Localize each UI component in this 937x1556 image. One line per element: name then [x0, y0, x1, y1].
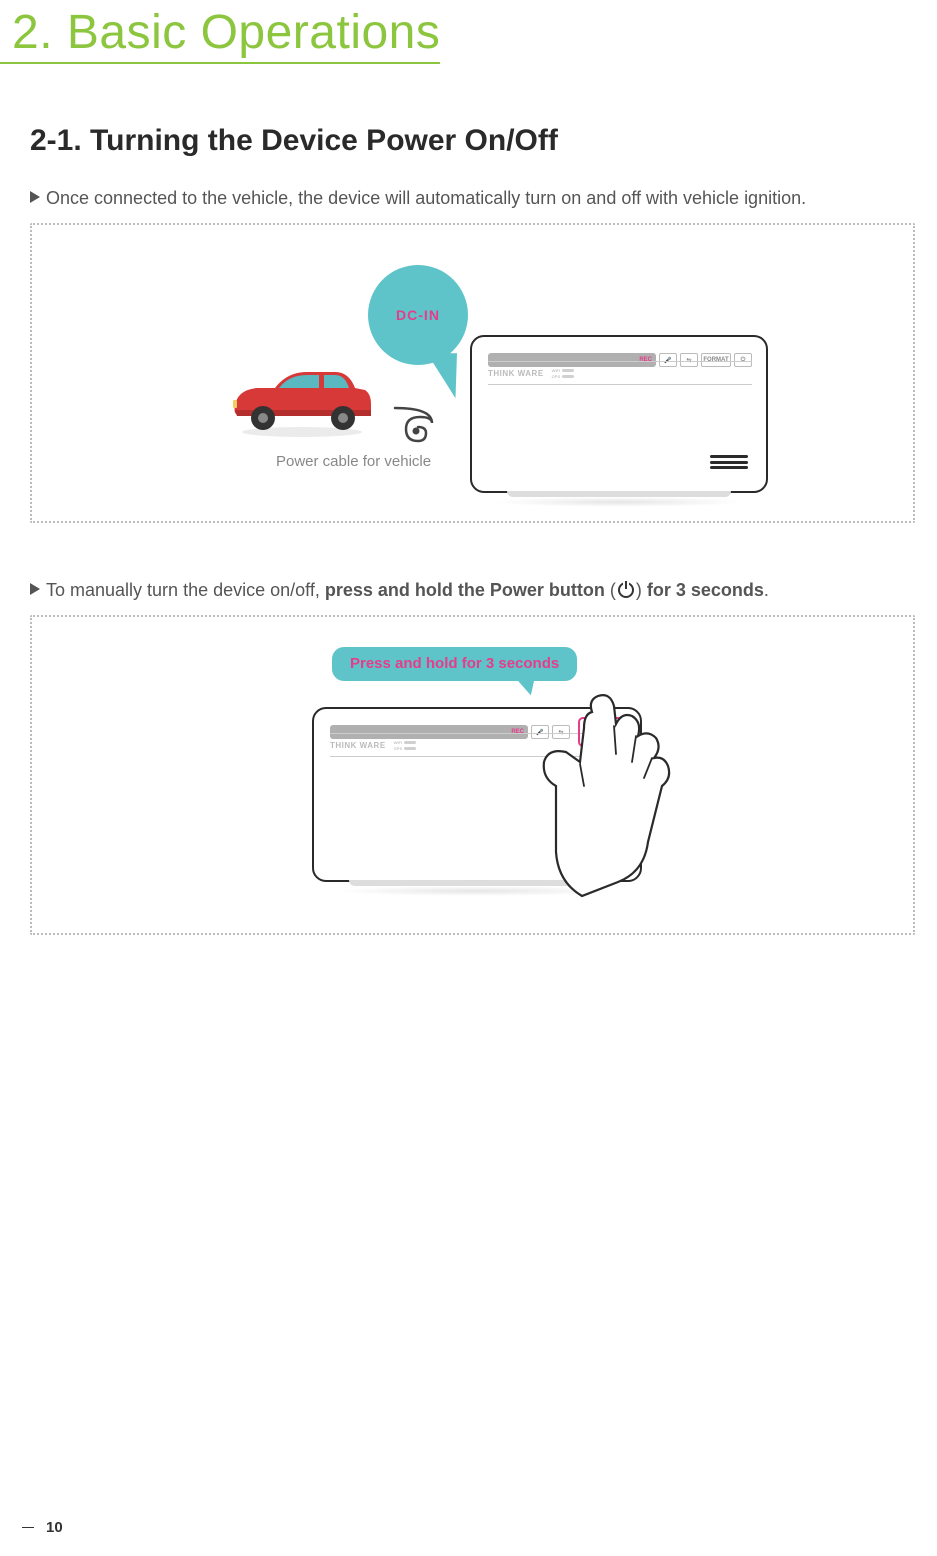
speaker-icon: [710, 455, 748, 469]
car-icon: [217, 360, 377, 440]
chapter-title: 2. Basic Operations: [0, 0, 440, 64]
brand-label: THINK WARE: [488, 369, 544, 378]
dcin-label: DC-IN: [396, 307, 440, 323]
bullet-icon: [30, 583, 40, 595]
led-block: WIFI GPS: [552, 368, 574, 379]
brand-label: THINK WARE: [330, 741, 386, 750]
press-callout: Press and hold for 3 seconds: [332, 647, 577, 681]
diagram-manual-power: Press and hold for 3 seconds REC 🎤 ⇆ THI…: [30, 615, 915, 935]
cable-icon: [392, 405, 462, 455]
instruction-2: To manually turn the device on/off, pres…: [30, 578, 915, 603]
page-number: 10: [22, 1519, 63, 1536]
dcin-callout: DC-IN: [368, 265, 468, 365]
device-illustration-1: REC 🎤 ⇆ FORMAT ⏻ THINK WARE WIFI GPS: [470, 335, 768, 493]
bullet-icon: [30, 191, 40, 203]
power-icon: [618, 582, 634, 598]
section-title: 2-1. Turning the Device Power On/Off: [30, 124, 915, 158]
dcin-callout-tail: [427, 353, 457, 398]
led-block: WIFI GPS: [394, 740, 416, 751]
press-label: Press and hold for 3 seconds: [350, 655, 559, 672]
instruction-1: Once connected to the vehicle, the devic…: [30, 186, 915, 211]
diagram-auto-power: DC-IN Power cable for vehicle REC 🎤 ⇆: [30, 223, 915, 523]
hand-icon: [522, 682, 702, 902]
instruction-1-text: Once connected to the vehicle, the devic…: [46, 188, 806, 208]
cable-label: Power cable for vehicle: [276, 453, 431, 470]
